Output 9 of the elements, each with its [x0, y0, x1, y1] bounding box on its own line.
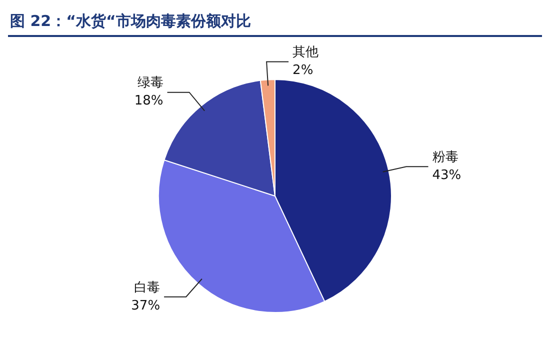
chart-title: 图 22：“水货“市场肉毒素份额对比 [8, 8, 542, 37]
slice-label: 绿毒 [137, 76, 164, 91]
slice-label: 粉毒 [432, 150, 458, 166]
slice-label: 白毒 [134, 280, 160, 296]
slice-label: 其他 [292, 45, 319, 60]
data-label: 37% [131, 298, 160, 314]
data-label: 43% [432, 168, 462, 184]
data-label: 18% [134, 94, 164, 109]
data-label: 2% [292, 63, 314, 78]
